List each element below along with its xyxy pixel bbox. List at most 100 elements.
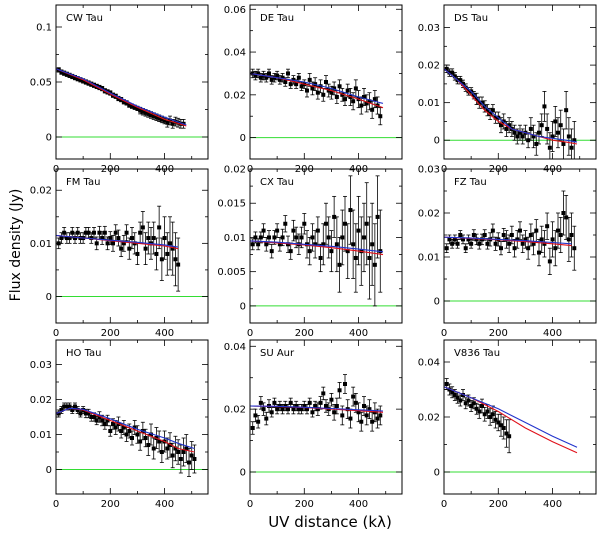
data-marker bbox=[157, 225, 162, 230]
panel-frame bbox=[443, 339, 597, 495]
data-point bbox=[256, 238, 261, 251]
data-marker bbox=[89, 236, 94, 241]
data-point bbox=[102, 225, 107, 240]
data-marker bbox=[315, 90, 320, 95]
data-point bbox=[499, 241, 503, 256]
data-marker bbox=[466, 237, 471, 242]
data-marker bbox=[515, 134, 520, 139]
data-marker bbox=[518, 228, 522, 233]
data-marker bbox=[455, 395, 460, 400]
panel-frame bbox=[249, 339, 403, 495]
data-marker bbox=[59, 70, 64, 75]
data-marker bbox=[537, 130, 541, 135]
data-point bbox=[334, 397, 339, 415]
data-point bbox=[550, 221, 555, 258]
data-point bbox=[337, 382, 342, 399]
data-point bbox=[469, 238, 474, 249]
data-point bbox=[324, 75, 328, 89]
data-marker bbox=[501, 233, 506, 237]
panel-title: CX Tau bbox=[260, 177, 294, 188]
data-marker bbox=[447, 237, 452, 242]
data-marker bbox=[135, 106, 140, 111]
data-marker bbox=[507, 123, 512, 128]
data-point bbox=[261, 402, 266, 416]
data-point bbox=[149, 423, 153, 446]
x-tick-label: 0 bbox=[247, 499, 253, 510]
data-marker bbox=[337, 388, 342, 393]
x-tick-label: 0 bbox=[53, 499, 59, 510]
data-marker bbox=[334, 94, 339, 99]
data-marker bbox=[504, 431, 509, 436]
data-marker bbox=[151, 114, 156, 119]
y-tick-label: 0.01 bbox=[30, 430, 52, 441]
data-point bbox=[531, 124, 536, 149]
data-marker bbox=[566, 134, 571, 139]
data-marker bbox=[539, 237, 544, 242]
data-marker bbox=[277, 77, 282, 82]
data-marker bbox=[305, 88, 309, 93]
data-marker bbox=[537, 250, 541, 255]
data-point bbox=[116, 229, 121, 247]
data-marker bbox=[119, 246, 124, 251]
data-point bbox=[539, 225, 544, 254]
data-marker bbox=[556, 228, 560, 233]
data-point bbox=[340, 88, 345, 102]
data-point bbox=[572, 225, 577, 271]
data-marker bbox=[372, 262, 377, 267]
data-marker bbox=[189, 453, 194, 458]
data-point bbox=[154, 237, 159, 271]
plot-area bbox=[56, 67, 208, 138]
data-marker bbox=[452, 393, 457, 397]
data-marker bbox=[261, 228, 266, 233]
x-tick-label: 200 bbox=[101, 328, 120, 339]
data-marker bbox=[474, 96, 479, 101]
data-point bbox=[474, 402, 479, 415]
data-marker bbox=[469, 404, 474, 408]
data-marker bbox=[372, 97, 377, 102]
data-marker bbox=[250, 242, 255, 247]
data-marker bbox=[458, 78, 463, 83]
data-marker bbox=[119, 429, 124, 433]
data-point bbox=[569, 212, 574, 258]
y-tick-label: 0 bbox=[46, 465, 52, 476]
data-marker bbox=[151, 446, 156, 451]
data-marker bbox=[256, 71, 261, 76]
data-marker bbox=[187, 460, 191, 465]
data-marker bbox=[127, 246, 132, 251]
data-marker bbox=[367, 407, 372, 412]
data-marker bbox=[370, 419, 375, 424]
panel-fz-tau: 0 200 400 0 0.01 0.02 0.03 FZ Tau bbox=[418, 165, 597, 339]
model-curve-blue bbox=[250, 405, 384, 412]
data-marker bbox=[444, 66, 449, 71]
data-marker bbox=[469, 241, 474, 246]
data-marker bbox=[159, 117, 164, 122]
data-marker bbox=[307, 77, 312, 82]
data-point bbox=[345, 83, 350, 98]
panel-v836-tau: 0 200 400 0 0.02 0.04 V836 Tau bbox=[418, 339, 597, 510]
data-marker bbox=[286, 71, 290, 76]
data-point bbox=[367, 216, 372, 300]
data-marker bbox=[78, 411, 83, 416]
data-marker bbox=[283, 404, 288, 408]
data-marker bbox=[364, 101, 369, 106]
data-marker bbox=[523, 237, 528, 242]
data-marker bbox=[367, 99, 372, 104]
data-marker bbox=[299, 235, 304, 240]
data-marker bbox=[86, 230, 91, 235]
y-tick-label: 0 bbox=[240, 133, 246, 144]
data-point bbox=[178, 444, 183, 474]
data-marker bbox=[531, 241, 536, 246]
data-point bbox=[353, 223, 358, 293]
data-marker bbox=[550, 134, 555, 139]
data-marker bbox=[362, 404, 366, 408]
data-point bbox=[176, 117, 181, 128]
data-marker bbox=[353, 400, 358, 405]
data-point bbox=[564, 194, 569, 240]
data-marker bbox=[89, 415, 94, 419]
data-point bbox=[170, 221, 175, 276]
data-point bbox=[499, 413, 503, 437]
data-marker bbox=[302, 221, 307, 226]
plot-area bbox=[250, 175, 402, 307]
